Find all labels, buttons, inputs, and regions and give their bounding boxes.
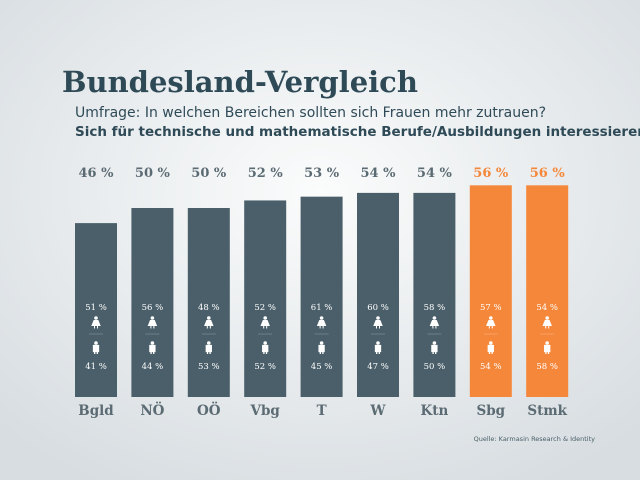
bar [413,192,456,397]
bar [469,185,512,397]
person-icon [316,320,327,329]
value-label: 50 % [135,166,171,181]
male-label: 52 % [254,362,276,372]
person-icon [149,344,156,354]
category-label: Vbg [250,403,281,419]
female-label: 52 % [254,303,276,313]
bar [131,208,174,397]
person-icon [376,341,380,345]
bar [244,200,287,397]
source: Quelle: Karmasin Research & Identity [474,435,596,443]
female-label: 56 % [142,303,164,313]
category-label: Ktn [421,403,449,419]
bar [357,192,399,397]
category-label: Stmk [527,403,567,419]
person-icon [374,344,382,354]
female-label: 61 % [311,303,333,313]
person-icon [318,344,325,354]
male-label: 53 % [198,362,220,372]
person-icon [150,316,155,320]
person-icon [319,341,324,345]
category-label: Bgld [78,403,114,419]
bar [300,196,343,397]
value-label: 52 % [248,166,284,181]
person-icon [545,341,549,345]
male-label: 44 % [142,362,164,372]
person-icon [263,341,268,345]
category-label: OÖ [197,402,221,419]
female-label: 48 % [198,303,220,313]
person-icon [542,320,552,329]
person-icon [489,316,493,320]
person-icon [431,344,438,354]
male-label: 47 % [367,362,389,372]
person-icon [205,344,212,354]
person-icon [204,320,214,329]
value-label: 54 % [361,166,397,181]
person-icon [486,320,496,329]
person-icon [432,316,437,320]
value-label: 54 % [417,166,453,181]
subtitle: Umfrage: In welchen Bereichen sollten si… [75,105,546,121]
subtitle: Sich für technische und mathematische Be… [75,124,640,140]
person-icon [545,316,549,320]
female-label: 60 % [367,303,389,313]
chart-title: Bundesland-Vergleich [62,65,418,99]
value-label: 46 % [79,166,115,181]
person-icon [429,320,440,329]
value-label: 53 % [304,166,340,181]
bar [75,223,117,397]
person-icon [319,316,324,320]
male-label: 54 % [480,362,502,372]
bar [187,208,230,397]
category-label: NÖ [140,402,164,419]
female-label: 54 % [536,303,558,313]
value-label: 56 % [473,166,509,181]
female-label: 57 % [480,303,502,313]
person-icon [94,341,98,345]
female-label: 58 % [424,303,446,313]
person-icon [207,316,211,320]
person-icon [92,344,100,354]
category-label: W [369,403,386,419]
person-icon [262,344,269,354]
person-icon [432,341,437,345]
category-label: T [317,403,327,419]
person-icon [150,341,155,345]
person-icon [91,320,101,329]
value-label: 50 % [191,166,227,181]
bar [526,185,569,397]
male-label: 45 % [311,362,333,372]
person-icon [147,320,158,329]
male-label: 58 % [536,362,558,372]
person-icon [260,320,270,329]
person-icon [94,316,98,320]
male-label: 41 % [85,362,107,372]
person-icon [263,316,268,320]
person-icon [207,341,211,345]
value-label: 56 % [530,166,566,181]
person-icon [487,344,494,354]
male-label: 50 % [424,362,446,372]
person-icon [544,344,551,354]
person-icon [489,341,493,345]
category-label: Sbg [476,403,505,419]
person-icon [373,320,383,329]
person-icon [376,316,380,320]
female-label: 51 % [85,303,107,313]
